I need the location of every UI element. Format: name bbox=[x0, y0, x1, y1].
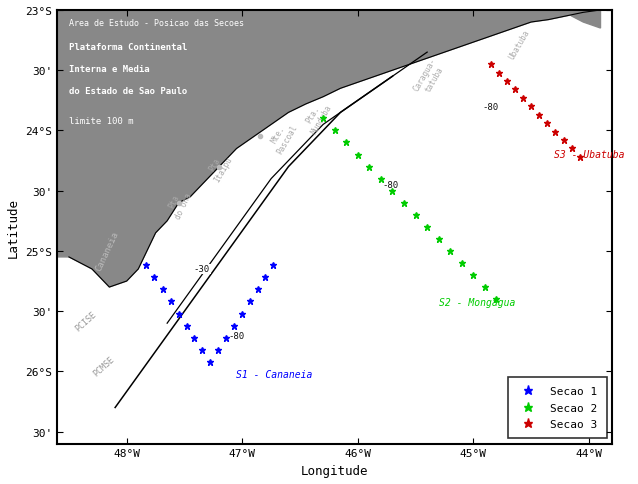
Text: Mte.
Pascoal: Mte. Pascoal bbox=[266, 118, 299, 156]
Secao 2 bbox=[412, 212, 419, 218]
Secao 1 bbox=[183, 323, 191, 329]
Polygon shape bbox=[57, 11, 612, 287]
Secao 1 bbox=[262, 275, 269, 281]
Text: Pta
Itaipu: Pta Itaipu bbox=[204, 151, 235, 184]
Secao 2 bbox=[377, 176, 385, 182]
Text: do Estado de Sao Paulo: do Estado de Sao Paulo bbox=[69, 87, 187, 96]
Secao 2 bbox=[320, 116, 327, 122]
Secao 2 bbox=[481, 285, 489, 290]
Secao 2 bbox=[424, 225, 431, 230]
Secao 3 bbox=[495, 71, 503, 76]
Legend: Secao 1, Secao 2, Secao 3: Secao 1, Secao 2, Secao 3 bbox=[508, 377, 607, 438]
Polygon shape bbox=[543, 11, 600, 29]
Text: S2 - Mongagua: S2 - Mongagua bbox=[439, 298, 515, 307]
Secao 1 bbox=[270, 263, 278, 269]
Secao 2 bbox=[343, 140, 350, 146]
Secao 3 bbox=[552, 129, 560, 135]
Text: -80: -80 bbox=[382, 181, 398, 190]
Secao 2 bbox=[493, 297, 500, 302]
Secao 2 bbox=[331, 128, 339, 134]
X-axis label: Longitude: Longitude bbox=[301, 464, 369, 477]
Secao 1 bbox=[214, 347, 222, 353]
Secao 1 bbox=[239, 311, 246, 317]
Secao 2 bbox=[435, 237, 443, 242]
Secao 3 bbox=[560, 138, 567, 144]
Text: Cananeia: Cananeia bbox=[94, 230, 120, 272]
Text: Interna e Media: Interna e Media bbox=[69, 65, 149, 74]
Secao 3 bbox=[503, 79, 511, 85]
Secao 1 bbox=[190, 335, 198, 341]
Secao 1 bbox=[246, 299, 254, 305]
Secao 1 bbox=[175, 311, 182, 317]
Line: Secao 3: Secao 3 bbox=[487, 61, 583, 161]
Text: -80: -80 bbox=[483, 103, 499, 112]
Secao 2 bbox=[470, 272, 477, 278]
Secao 1 bbox=[230, 323, 238, 329]
Secao 2 bbox=[400, 200, 408, 206]
Secao 2 bbox=[458, 260, 466, 266]
Text: PCISE: PCISE bbox=[74, 309, 98, 333]
Y-axis label: Latitude: Latitude bbox=[7, 197, 20, 257]
Secao 3 bbox=[568, 146, 575, 152]
Text: S3 - Ubatuba: S3 - Ubatuba bbox=[554, 150, 625, 160]
Secao 1 bbox=[142, 263, 150, 269]
Secao 3 bbox=[487, 62, 494, 68]
Secao 3 bbox=[511, 88, 519, 93]
Secao 2 bbox=[366, 164, 373, 170]
Text: Pta.
Munduba: Pta. Munduba bbox=[301, 98, 334, 136]
Secao 1 bbox=[222, 335, 230, 341]
Secao 3 bbox=[528, 104, 535, 110]
Text: Area de Estudo - Posicao das Secoes: Area de Estudo - Posicao das Secoes bbox=[69, 19, 244, 29]
Secao 1 bbox=[206, 359, 214, 365]
Secao 2 bbox=[447, 248, 454, 254]
Text: Caragua-
tatuba: Caragua- tatuba bbox=[412, 56, 447, 98]
Secao 2 bbox=[389, 188, 396, 194]
Secao 3 bbox=[535, 113, 543, 119]
Text: S1 - Cananeia: S1 - Cananeia bbox=[237, 370, 313, 379]
Secao 1 bbox=[255, 287, 262, 293]
Secao 1 bbox=[167, 299, 174, 305]
Secao 1 bbox=[159, 287, 167, 293]
Secao 1 bbox=[151, 275, 158, 281]
Secao 3 bbox=[544, 121, 551, 127]
Secao 1 bbox=[198, 347, 205, 353]
Line: Secao 1: Secao 1 bbox=[143, 262, 277, 365]
Text: -30: -30 bbox=[194, 265, 210, 274]
Text: -80: -80 bbox=[228, 331, 244, 340]
Secao 3 bbox=[576, 155, 584, 161]
Text: Ubatuba: Ubatuba bbox=[508, 29, 531, 61]
Text: limite 100 m: limite 100 m bbox=[69, 117, 133, 126]
Text: PCMSE: PCMSE bbox=[91, 354, 116, 377]
Secao 2 bbox=[354, 152, 362, 158]
Text: Plataforma Continental: Plataforma Continental bbox=[69, 44, 187, 52]
Line: Secao 2: Secao 2 bbox=[320, 116, 500, 303]
Secao 3 bbox=[519, 96, 527, 102]
Text: Pta
do Una: Pta do Una bbox=[164, 187, 193, 220]
